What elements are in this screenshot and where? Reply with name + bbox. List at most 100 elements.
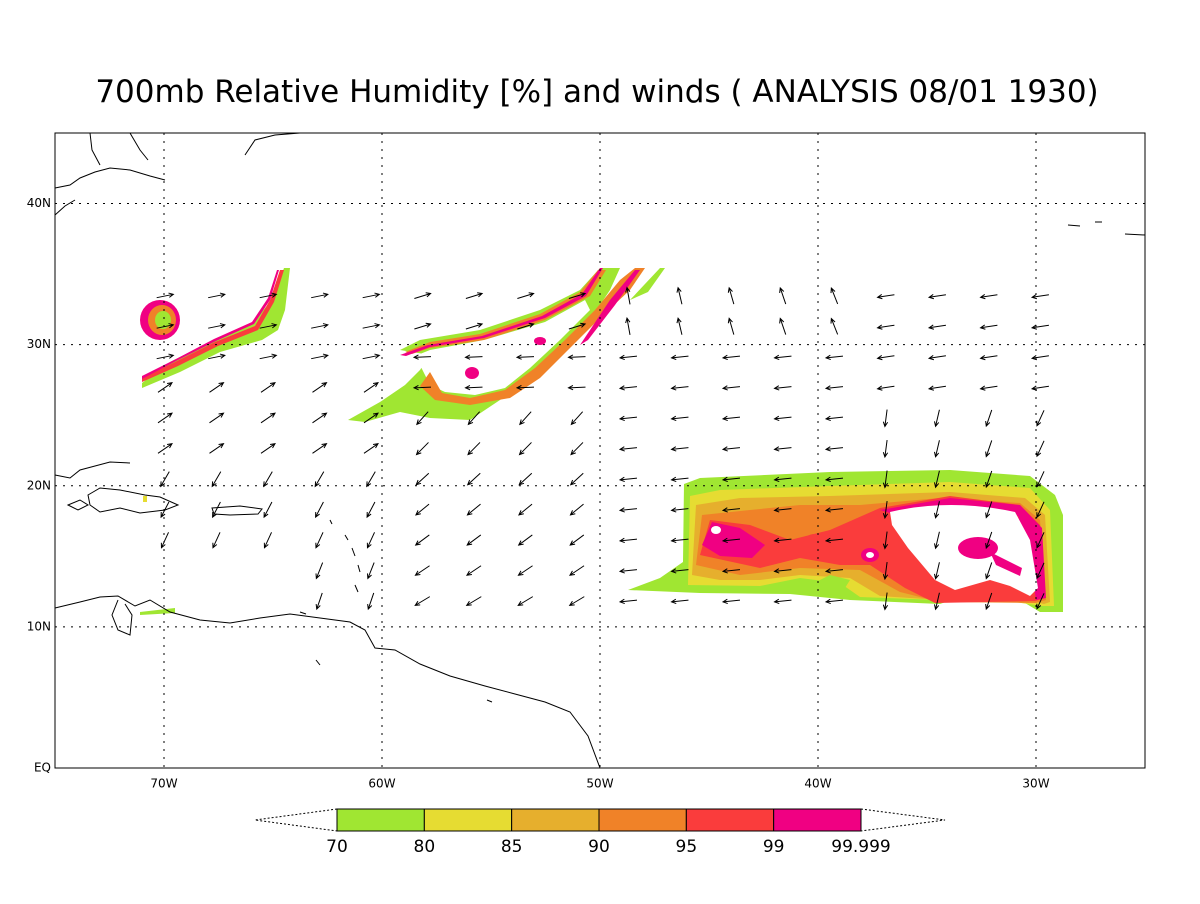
- wind-arrow: [670, 354, 689, 361]
- wind-arrow: [412, 385, 432, 391]
- wind-vectors: [156, 286, 1049, 611]
- wind-arrow: [366, 501, 376, 519]
- x-tick-label: 30W: [1022, 777, 1049, 791]
- wind-arrow: [721, 476, 741, 483]
- wind-arrow: [156, 353, 175, 360]
- wind-arrow: [824, 598, 844, 605]
- wind-arrow: [414, 596, 431, 606]
- wind-arrow: [985, 592, 993, 611]
- wind-arrow: [466, 534, 482, 546]
- wind-arrow: [362, 323, 381, 329]
- wind-arrow: [979, 385, 998, 391]
- wind-arrow: [465, 322, 484, 330]
- wind-arrow: [311, 323, 329, 329]
- wind-arrow: [773, 354, 792, 361]
- wind-arrow: [670, 385, 689, 391]
- wind-arrow: [927, 385, 946, 391]
- wind-arrow: [618, 507, 638, 513]
- wind-arrow: [985, 562, 993, 580]
- wind-arrow: [882, 592, 889, 611]
- wind-arrow: [618, 537, 638, 544]
- wind-arrow: [618, 385, 638, 391]
- wind-arrow: [211, 471, 222, 488]
- wind-arrow: [315, 562, 324, 580]
- wind-arrow: [933, 562, 940, 580]
- wind-arrow: [721, 354, 741, 361]
- wind-arrow: [618, 598, 638, 605]
- wind-arrow: [518, 503, 533, 516]
- wind-arrow: [882, 409, 889, 428]
- wind-arrow: [933, 531, 940, 550]
- wind-arrow: [362, 353, 381, 360]
- wind-arrow: [1036, 532, 1045, 549]
- wind-arrow: [727, 286, 735, 305]
- wind-arrow: [312, 443, 328, 454]
- wind-arrow: [156, 292, 175, 299]
- wind-arrow: [670, 568, 689, 574]
- colorbar-label: 99.999: [831, 837, 890, 857]
- wind-arrow: [466, 472, 481, 486]
- wind-arrow: [670, 598, 689, 605]
- wind-arrow: [464, 385, 483, 391]
- wind-arrow: [824, 385, 844, 391]
- wind-arrow: [773, 415, 792, 422]
- y-tick-label: 20N: [27, 478, 51, 492]
- wind-arrow: [259, 292, 278, 299]
- wind-arrow: [1036, 501, 1045, 519]
- wind-arrow: [517, 596, 534, 606]
- colorbar-swatch: [685, 808, 775, 832]
- wind-arrow: [882, 440, 889, 459]
- wind-arrow: [315, 592, 323, 611]
- wind-arrow: [517, 565, 533, 576]
- wind-arrow: [464, 354, 483, 360]
- wind-arrow: [517, 534, 533, 546]
- colorbar: 70 80 85 90 95 99 99.999: [254, 808, 946, 857]
- wind-arrow: [311, 353, 329, 360]
- wind-arrow: [618, 446, 638, 452]
- wind-arrow: [625, 317, 631, 335]
- wind-arrow: [568, 322, 587, 330]
- wind-arrow: [927, 355, 946, 361]
- wind-arrow: [260, 443, 276, 454]
- colorbar-label: 80: [414, 837, 436, 857]
- wind-arrow: [985, 470, 993, 489]
- wind-arrow: [212, 532, 221, 549]
- wind-arrow: [160, 532, 169, 549]
- wind-arrow: [676, 317, 683, 335]
- wind-arrow: [363, 412, 379, 424]
- wind-arrow: [985, 440, 993, 458]
- wind-arrow: [160, 471, 170, 488]
- y-tick-label: EQ: [34, 761, 51, 775]
- wind-arrow: [618, 354, 638, 361]
- wind-arrow: [773, 476, 792, 483]
- wind-arrow: [263, 532, 272, 549]
- colorbar-label: 95: [676, 837, 698, 857]
- x-tick-label: 40W: [804, 777, 831, 791]
- wind-arrow: [625, 286, 631, 305]
- wind-arrow: [830, 317, 839, 335]
- wind-arrow: [259, 323, 278, 329]
- wind-arrow: [517, 322, 535, 330]
- wind-arrow: [824, 476, 844, 483]
- wind-arrow: [260, 382, 276, 393]
- wind-arrow: [779, 286, 787, 305]
- wind-arrow: [670, 507, 689, 513]
- x-tick-label: 60W: [368, 777, 395, 791]
- wind-arrow: [263, 501, 273, 519]
- wind-arrow: [979, 294, 998, 300]
- wind-arrow: [212, 501, 221, 519]
- colorbar-swatch: [598, 808, 687, 832]
- wind-arrow: [979, 355, 998, 361]
- wind-arrow: [876, 355, 895, 361]
- colorbar-swatch: [511, 808, 600, 832]
- wind-arrow: [412, 354, 432, 360]
- wind-arrow: [876, 385, 895, 391]
- wind-arrow: [1036, 471, 1045, 488]
- title: 700mb Relative Humidity [%] and winds ( …: [95, 74, 1098, 110]
- wind-arrow: [518, 472, 533, 486]
- y-tick-label: 30N: [27, 337, 51, 351]
- wind-arrow: [670, 476, 689, 483]
- wind-arrow: [985, 409, 993, 428]
- wind-arrow: [519, 411, 532, 426]
